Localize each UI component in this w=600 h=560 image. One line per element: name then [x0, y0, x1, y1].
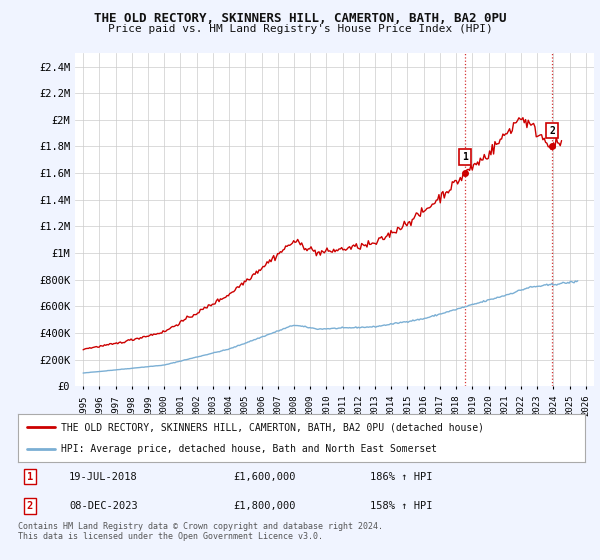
- Text: £1,800,000: £1,800,000: [233, 501, 296, 511]
- Text: 158% ↑ HPI: 158% ↑ HPI: [370, 501, 432, 511]
- Text: 1: 1: [462, 152, 468, 162]
- Text: £1,600,000: £1,600,000: [233, 472, 296, 482]
- Text: THE OLD RECTORY, SKINNERS HILL, CAMERTON, BATH, BA2 0PU: THE OLD RECTORY, SKINNERS HILL, CAMERTON…: [94, 12, 506, 25]
- Text: THE OLD RECTORY, SKINNERS HILL, CAMERTON, BATH, BA2 0PU (detached house): THE OLD RECTORY, SKINNERS HILL, CAMERTON…: [61, 422, 484, 432]
- Text: 2: 2: [549, 125, 555, 136]
- Text: Price paid vs. HM Land Registry's House Price Index (HPI): Price paid vs. HM Land Registry's House …: [107, 24, 493, 34]
- Text: 2: 2: [26, 501, 33, 511]
- Text: 186% ↑ HPI: 186% ↑ HPI: [370, 472, 432, 482]
- Text: 1: 1: [26, 472, 33, 482]
- Text: HPI: Average price, detached house, Bath and North East Somerset: HPI: Average price, detached house, Bath…: [61, 444, 437, 454]
- Text: 19-JUL-2018: 19-JUL-2018: [69, 472, 138, 482]
- Text: 08-DEC-2023: 08-DEC-2023: [69, 501, 138, 511]
- Text: Contains HM Land Registry data © Crown copyright and database right 2024.
This d: Contains HM Land Registry data © Crown c…: [18, 522, 383, 542]
